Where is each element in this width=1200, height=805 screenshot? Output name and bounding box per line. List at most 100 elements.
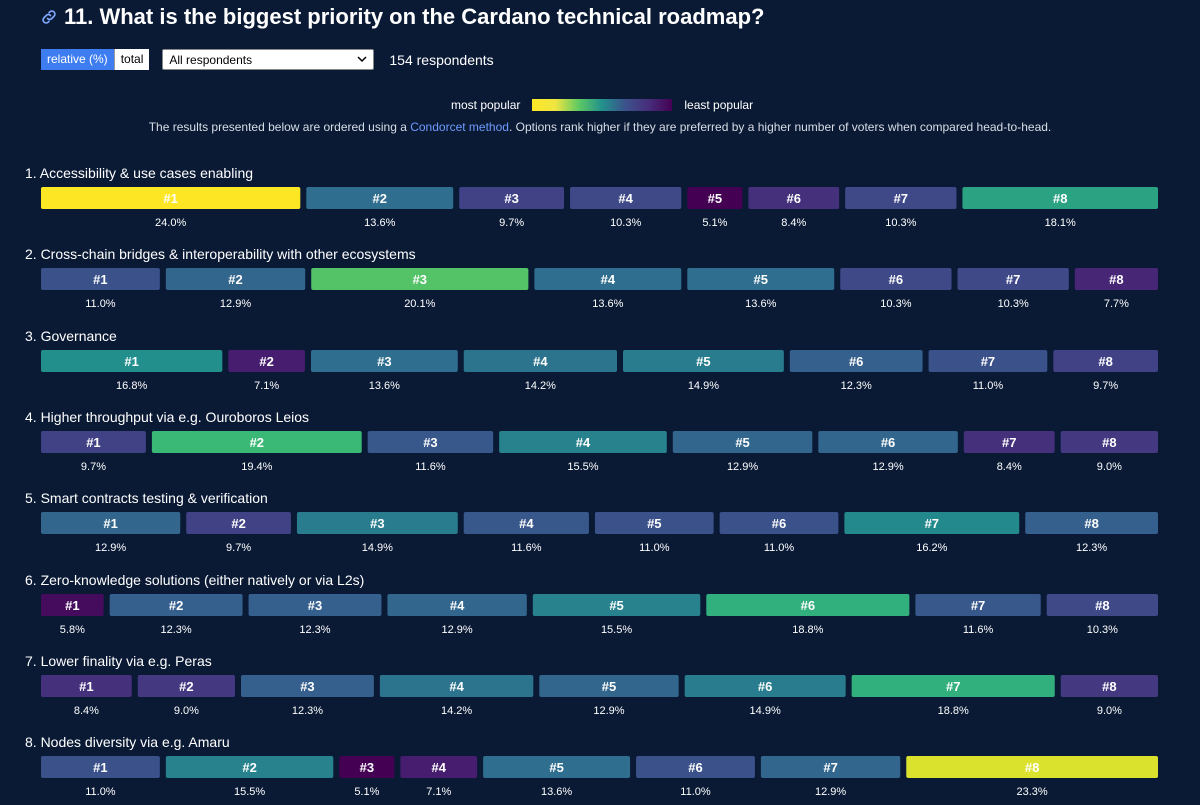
bar-segment[interactable] — [539, 674, 679, 697]
ranking-bar-row: #1 24.0% #2 13.6% #3 9.7% #4 10.3% #5 5.1% #6 8.4% #… — [41, 187, 1158, 229]
bar-segment[interactable] — [851, 674, 1055, 697]
ranking-bar-row: #1 11.0% #2 15.5% #3 5.1% #4 7.1% #5 13.6% #6 11.0%… — [41, 756, 1158, 798]
bar-segment[interactable] — [963, 430, 1055, 453]
bar-segment[interactable] — [1060, 674, 1158, 697]
rank-label: #3 — [413, 272, 427, 287]
bar-segment[interactable] — [306, 187, 454, 209]
condorcet-link[interactable]: Condorcet method — [410, 120, 509, 134]
bar-segment[interactable] — [844, 512, 1020, 535]
percentage-label: 10.3% — [610, 217, 641, 229]
ranking-bar-row: #1 16.8% #2 7.1% #3 13.6% #4 14.2% #5 14.9% #6 12.3… — [41, 349, 1158, 392]
bar-segment[interactable] — [109, 593, 243, 616]
rank-label: #8 — [1095, 598, 1109, 613]
percentage-label: 24.0% — [155, 217, 186, 229]
bar-segment[interactable] — [41, 674, 132, 697]
percentage-label: 8.4% — [781, 217, 806, 229]
bar-segment[interactable] — [1074, 268, 1158, 291]
bar-segment[interactable] — [748, 187, 840, 209]
bar-segment[interactable] — [240, 674, 374, 697]
bar-segment[interactable] — [41, 593, 104, 616]
bar-segment[interactable] — [706, 593, 910, 616]
rank-label: #4 — [601, 272, 616, 287]
bar-segment[interactable] — [532, 593, 701, 616]
bar-segment[interactable] — [1025, 512, 1158, 535]
bar-segment[interactable] — [400, 756, 478, 779]
bar-segment[interactable] — [41, 430, 146, 453]
percentage-label: 16.2% — [916, 542, 947, 554]
bar-segment[interactable] — [137, 674, 235, 697]
bar-segment[interactable] — [41, 756, 160, 779]
bar-segment[interactable] — [818, 430, 958, 453]
bar-segment[interactable] — [906, 756, 1158, 779]
bar-segment[interactable] — [636, 756, 755, 779]
bar-segment[interactable] — [165, 268, 306, 291]
rank-label: #3 — [360, 760, 374, 775]
bar-segment[interactable] — [623, 349, 784, 372]
bar-segment[interactable] — [719, 512, 839, 535]
rank-label: #2 — [231, 516, 245, 531]
bar-segment[interactable] — [594, 512, 714, 535]
bar-segment[interactable] — [957, 268, 1069, 291]
bar-segment[interactable] — [41, 512, 181, 535]
bar-segment[interactable] — [367, 430, 494, 453]
percentage-label: 12.3% — [299, 624, 330, 636]
percentage-label: 11.0% — [85, 786, 116, 798]
rank-label: #4 — [450, 598, 465, 613]
bar-segment[interactable] — [459, 187, 565, 209]
bar-segment[interactable] — [296, 512, 458, 535]
rank-label: #4 — [576, 435, 591, 450]
bar-segment[interactable] — [1053, 349, 1158, 372]
bar-segment[interactable] — [387, 593, 527, 616]
relative-button[interactable]: relative (%) — [41, 49, 114, 70]
bar-segment[interactable] — [165, 756, 334, 779]
bar-segment[interactable] — [41, 268, 160, 291]
bar-segment[interactable] — [41, 187, 301, 209]
percentage-label: 5.1% — [354, 786, 379, 798]
rank-label: #6 — [801, 598, 815, 613]
bar-segment[interactable] — [760, 756, 901, 779]
bar-segment[interactable] — [687, 187, 743, 209]
percentage-label: 14.2% — [441, 705, 472, 717]
rank-label: #2 — [250, 435, 264, 450]
bar-segment[interactable] — [186, 512, 291, 535]
bar-segment[interactable] — [1046, 593, 1158, 616]
bar-segment[interactable] — [151, 430, 362, 453]
bar-segment[interactable] — [789, 349, 923, 372]
bar-segment[interactable] — [570, 187, 682, 209]
bar-segment[interactable] — [684, 674, 846, 697]
bar-segment[interactable] — [928, 349, 1048, 372]
bar-segment[interactable] — [672, 430, 813, 453]
percentage-label: 12.3% — [1076, 542, 1107, 554]
note-text-before: The results presented below are ordered … — [148, 120, 411, 134]
bar-segment[interactable] — [845, 187, 957, 209]
total-button[interactable]: total — [113, 49, 150, 70]
bar-segment[interactable] — [483, 756, 631, 779]
bar-segment[interactable] — [248, 593, 382, 616]
percentage-label: 11.0% — [764, 542, 795, 554]
bar-segment[interactable] — [499, 430, 667, 453]
chevron-down-icon — [357, 53, 367, 67]
bar-segment[interactable] — [311, 268, 529, 291]
percentage-label: 13.6% — [592, 298, 623, 310]
percentage-label: 11.0% — [680, 786, 711, 798]
bar-segment[interactable] — [228, 349, 305, 372]
rank-label: #7 — [1002, 435, 1016, 450]
bar-segment[interactable] — [840, 268, 952, 291]
link-icon[interactable] — [40, 8, 58, 26]
bar-segment[interactable] — [41, 349, 223, 372]
bar-segment[interactable] — [463, 512, 589, 535]
bar-segment[interactable] — [1060, 430, 1158, 453]
rank-label: #8 — [1053, 191, 1067, 206]
bar-segment[interactable] — [687, 268, 835, 291]
bar-segment[interactable] — [339, 756, 395, 779]
bar-segment[interactable] — [379, 674, 534, 697]
percentage-label: 7.1% — [254, 380, 279, 392]
bar-segment[interactable] — [915, 593, 1041, 616]
bar-segment[interactable] — [534, 268, 682, 291]
respondent-filter-select[interactable]: All respondents — [162, 49, 375, 70]
bar-segment[interactable] — [310, 349, 458, 372]
rank-label: #1 — [65, 598, 79, 613]
bar-segment[interactable] — [463, 349, 617, 372]
bar-segment[interactable] — [962, 187, 1158, 209]
rank-label: #2 — [373, 191, 387, 206]
